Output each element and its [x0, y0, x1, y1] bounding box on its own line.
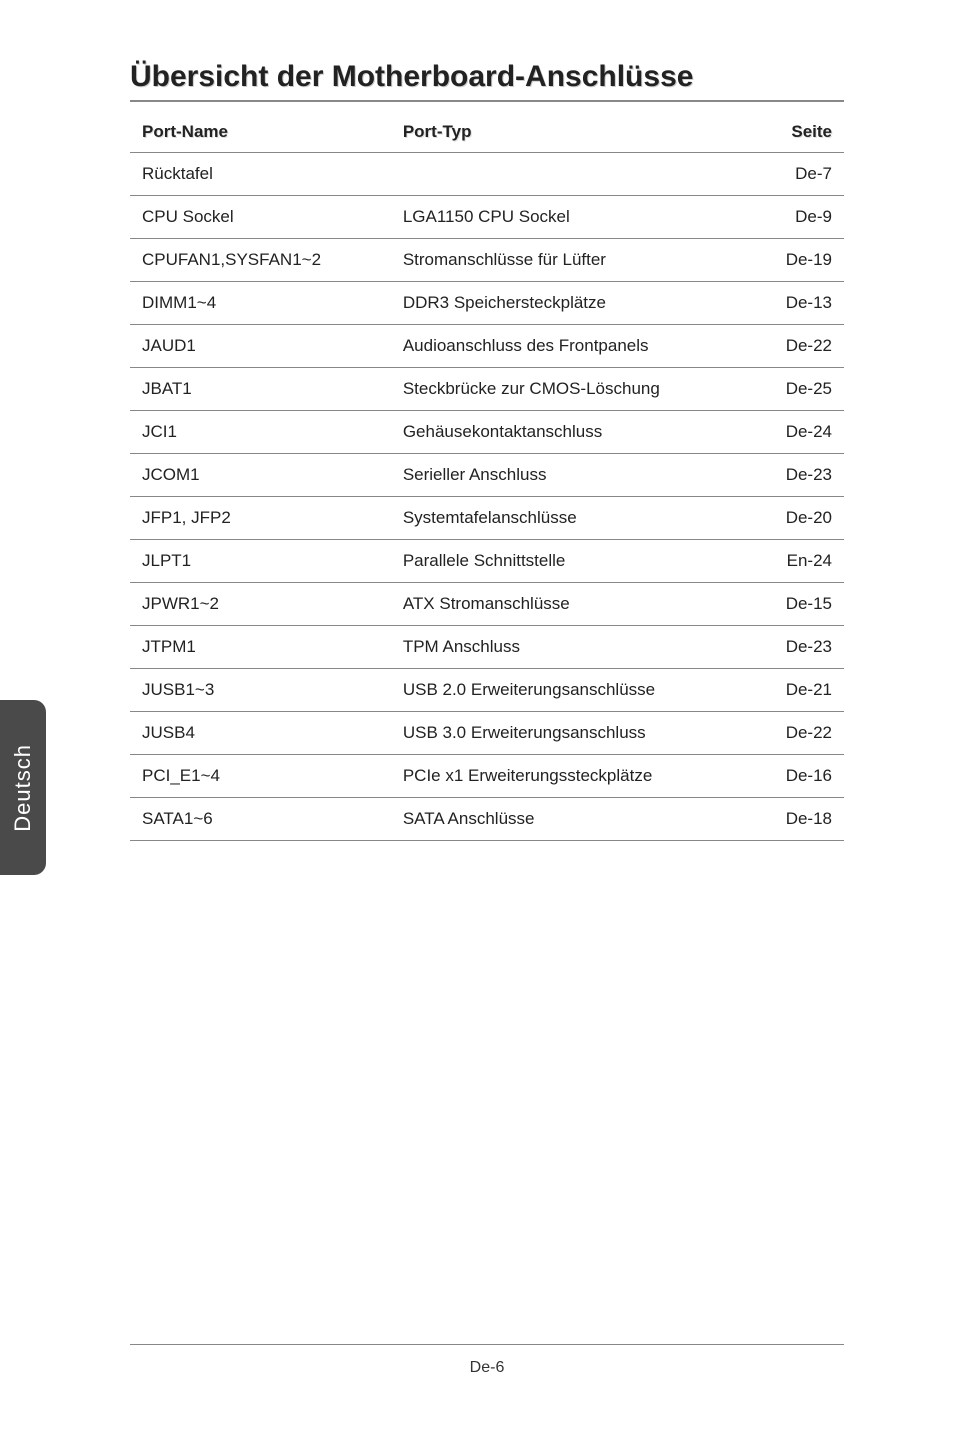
cell-port-name: PCI_E1~4 — [130, 755, 391, 798]
cell-port-name: JUSB4 — [130, 712, 391, 755]
page-footer: De-6 — [130, 1344, 844, 1377]
table-row: Rücktafel De-7 — [130, 153, 844, 196]
cell-port-name: JPWR1~2 — [130, 583, 391, 626]
cell-port-name: JAUD1 — [130, 325, 391, 368]
language-tab-label: Deutsch — [10, 744, 36, 832]
cell-port-type: Stromanschlüsse für Lüfter — [391, 239, 753, 282]
cell-page: De-21 — [753, 669, 844, 712]
table-row: JCOM1Serieller AnschlussDe-23 — [130, 454, 844, 497]
cell-page: De-24 — [753, 411, 844, 454]
cell-port-type: ATX Stromanschlüsse — [391, 583, 753, 626]
cell-page: De-15 — [753, 583, 844, 626]
table-row: CPUFAN1,SYSFAN1~2Stromanschlüsse für Lüf… — [130, 239, 844, 282]
table-row: JUSB1~3USB 2.0 ErweiterungsanschlüsseDe-… — [130, 669, 844, 712]
cell-page: De-23 — [753, 454, 844, 497]
cell-port-name: JBAT1 — [130, 368, 391, 411]
header-port-type: Port-Typ — [391, 112, 753, 153]
cell-page: De-18 — [753, 798, 844, 841]
cell-port-type: Audioanschluss des Frontpanels — [391, 325, 753, 368]
page: Übersicht der Motherboard-Anschlüsse Por… — [0, 0, 954, 1432]
table-row: DIMM1~4DDR3 SpeichersteckplätzeDe-13 — [130, 282, 844, 325]
cell-port-type: TPM Anschluss — [391, 626, 753, 669]
table-row: JTPM1TPM AnschlussDe-23 — [130, 626, 844, 669]
cell-port-name: Rücktafel — [130, 153, 391, 196]
table-row: JPWR1~2ATX StromanschlüsseDe-15 — [130, 583, 844, 626]
cell-page: De-13 — [753, 282, 844, 325]
page-title: Übersicht der Motherboard-Anschlüsse — [130, 60, 844, 94]
title-underline — [130, 100, 844, 102]
cell-page: En-24 — [753, 540, 844, 583]
table-row: JBAT1Steckbrücke zur CMOS-LöschungDe-25 — [130, 368, 844, 411]
cell-port-type: DDR3 Speichersteckplätze — [391, 282, 753, 325]
header-page: Seite — [753, 112, 844, 153]
cell-port-type: SATA Anschlüsse — [391, 798, 753, 841]
table-body: RücktafelDe-7CPU SockelLGA1150 CPU Socke… — [130, 153, 844, 841]
cell-page: De-7 — [753, 153, 844, 196]
language-tab: Deutsch — [0, 700, 46, 875]
cell-port-name: DIMM1~4 — [130, 282, 391, 325]
cell-port-name: JTPM1 — [130, 626, 391, 669]
cell-port-type: USB 2.0 Erweiterungsanschlüsse — [391, 669, 753, 712]
cell-port-type: Systemtafelanschlüsse — [391, 497, 753, 540]
cell-port-type: Serieller Anschluss — [391, 454, 753, 497]
table-row: JCI1GehäusekontaktanschlussDe-24 — [130, 411, 844, 454]
cell-page: De-20 — [753, 497, 844, 540]
cell-port-type: Steckbrücke zur CMOS-Löschung — [391, 368, 753, 411]
table-row: JLPT1Parallele SchnittstelleEn-24 — [130, 540, 844, 583]
table-row: SATA1~6SATA AnschlüsseDe-18 — [130, 798, 844, 841]
cell-port-type — [391, 153, 753, 196]
cell-port-name: JCI1 — [130, 411, 391, 454]
page-number: De-6 — [470, 1359, 505, 1376]
table-row: JAUD1Audioanschluss des FrontpanelsDe-22 — [130, 325, 844, 368]
cell-page: De-22 — [753, 325, 844, 368]
header-port-name: Port-Name — [130, 112, 391, 153]
cell-port-name: JCOM1 — [130, 454, 391, 497]
cell-page: De-19 — [753, 239, 844, 282]
table-row: CPU SockelLGA1150 CPU SockelDe-9 — [130, 196, 844, 239]
cell-port-type: LGA1150 CPU Sockel — [391, 196, 753, 239]
cell-page: De-22 — [753, 712, 844, 755]
cell-port-name: CPUFAN1,SYSFAN1~2 — [130, 239, 391, 282]
table-row: PCI_E1~4PCIe x1 ErweiterungssteckplätzeD… — [130, 755, 844, 798]
cell-port-name: JFP1, JFP2 — [130, 497, 391, 540]
table-row: JUSB4USB 3.0 ErweiterungsanschlussDe-22 — [130, 712, 844, 755]
cell-page: De-16 — [753, 755, 844, 798]
cell-port-name: CPU Sockel — [130, 196, 391, 239]
cell-page: De-25 — [753, 368, 844, 411]
cell-port-name: JUSB1~3 — [130, 669, 391, 712]
cell-port-type: USB 3.0 Erweiterungsanschluss — [391, 712, 753, 755]
table-header-row: Port-Name Port-Typ Seite — [130, 112, 844, 153]
table-row: JFP1, JFP2SystemtafelanschlüsseDe-20 — [130, 497, 844, 540]
cell-page: De-9 — [753, 196, 844, 239]
cell-port-type: PCIe x1 Erweiterungssteckplätze — [391, 755, 753, 798]
cell-port-type: Gehäusekontaktanschluss — [391, 411, 753, 454]
cell-port-type: Parallele Schnittstelle — [391, 540, 753, 583]
cell-page: De-23 — [753, 626, 844, 669]
cell-port-name: JLPT1 — [130, 540, 391, 583]
cell-port-name: SATA1~6 — [130, 798, 391, 841]
ports-table: Port-Name Port-Typ Seite RücktafelDe-7CP… — [130, 112, 844, 841]
